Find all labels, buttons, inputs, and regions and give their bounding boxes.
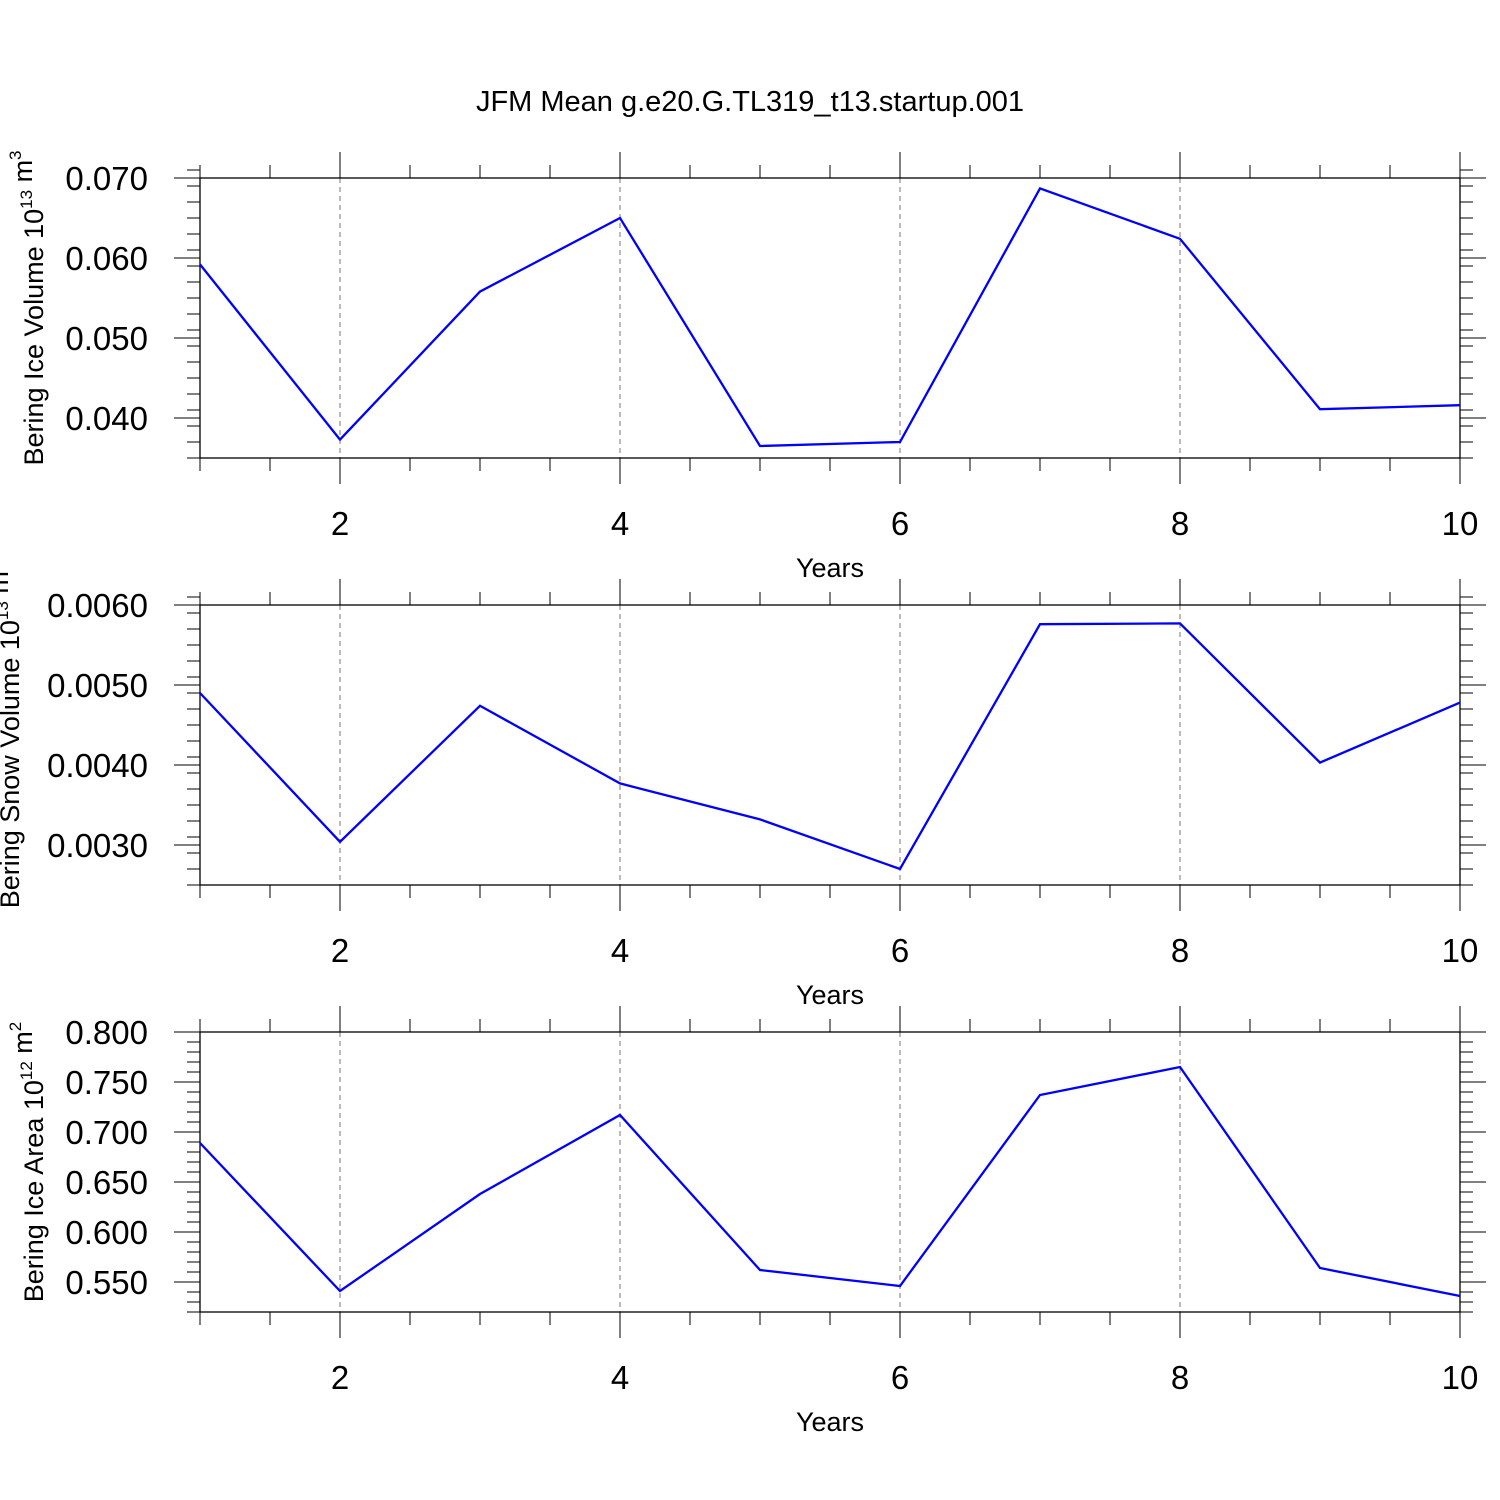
x-axis-title: Years: [796, 980, 864, 1010]
x-tick-label: 10: [1442, 505, 1479, 542]
x-tick-label: 6: [891, 932, 909, 969]
y-axis-title-part: Bering Snow Volume 10: [0, 620, 25, 908]
y-axis-title-superscript: 2: [6, 1022, 25, 1031]
panel-3: 0.550 0.600 0.650 0.700 0.750 0.800 2 4 6 8 10 Year…: [6, 1006, 1486, 1437]
x-axis-title: Years: [796, 553, 864, 583]
x-tick-label: 8: [1171, 505, 1189, 542]
x-axis-title: Years: [796, 1407, 864, 1437]
y-axis-title-part: m: [8, 160, 38, 190]
y-tick-label: 0.050: [65, 320, 148, 357]
y-tick-label: 0.040: [65, 400, 148, 437]
x-tick-label: 2: [331, 1359, 349, 1396]
y-tick-label: 0.600: [65, 1214, 148, 1251]
y-tick-label: 0.0050: [47, 667, 148, 704]
y-tick-label: 0.800: [65, 1014, 148, 1051]
series-line-3-1: [199, 1065, 1461, 1298]
x-tick-label: 10: [1442, 932, 1479, 969]
y-tick-label: 0.650: [65, 1164, 148, 1201]
x-tick-label: 4: [611, 932, 629, 969]
series-line-1-1: [199, 186, 1461, 448]
series-line-2-1: [199, 622, 1461, 871]
y-axis-title-superscript: 3: [6, 150, 25, 159]
panel-1: 0.040 0.050 0.060 0.070 2 4 6 8 10 Years Bering Ic…: [6, 150, 1486, 583]
x-tick-label: 8: [1171, 1359, 1189, 1396]
x-tick-label: 8: [1171, 932, 1189, 969]
x-tick-label: 2: [331, 505, 349, 542]
y-axis-title: Bering Ice Volume 1013 m3: [6, 150, 49, 465]
y-axis-title: Bering Ice Area 1012 m2: [6, 1022, 49, 1303]
y-tick-label: 0.0030: [47, 827, 148, 864]
plot-frame: [199, 177, 1461, 459]
y-tick-label: 0.750: [65, 1064, 148, 1101]
y-axis-title-superscript: 13: [0, 601, 12, 620]
x-tick-label: 2: [331, 932, 349, 969]
x-tick-label: 4: [611, 505, 629, 542]
x-tick-label: 10: [1442, 1359, 1479, 1396]
y-axis-title-part: Bering Ice Volume 10: [19, 209, 49, 466]
x-tick-label: 6: [891, 1359, 909, 1396]
y-tick-label: 0.060: [65, 240, 148, 277]
y-axis-title-superscript: 12: [17, 1061, 36, 1080]
y-axis-title-part: m: [8, 1031, 38, 1061]
chart-title: JFM Mean g.e20.G.TL319_t13.startup.001: [475, 86, 1025, 118]
y-tick-label: 0.550: [65, 1264, 148, 1301]
y-axis-title-superscript: 3: [0, 562, 1, 571]
y-tick-label: 0.070: [65, 160, 148, 197]
plot-frame: [199, 1031, 1461, 1313]
y-axis-title: Bering Snow Volume 1013 m3: [0, 562, 25, 909]
y-axis-title-superscript: 13: [17, 190, 36, 209]
x-tick-label: 6: [891, 505, 909, 542]
y-tick-label: 0.700: [65, 1114, 148, 1151]
y-axis-title-part: Bering Ice Area 10: [19, 1080, 49, 1302]
y-axis-title-part: m: [0, 571, 14, 601]
y-tick-label: 0.0060: [47, 587, 148, 624]
y-tick-label: 0.0040: [47, 747, 148, 784]
x-tick-label: 4: [611, 1359, 629, 1396]
panel-2: 0.0030 0.0040 0.0050 0.0060 2 4 6 8 10 Years Berin…: [0, 562, 1486, 1010]
